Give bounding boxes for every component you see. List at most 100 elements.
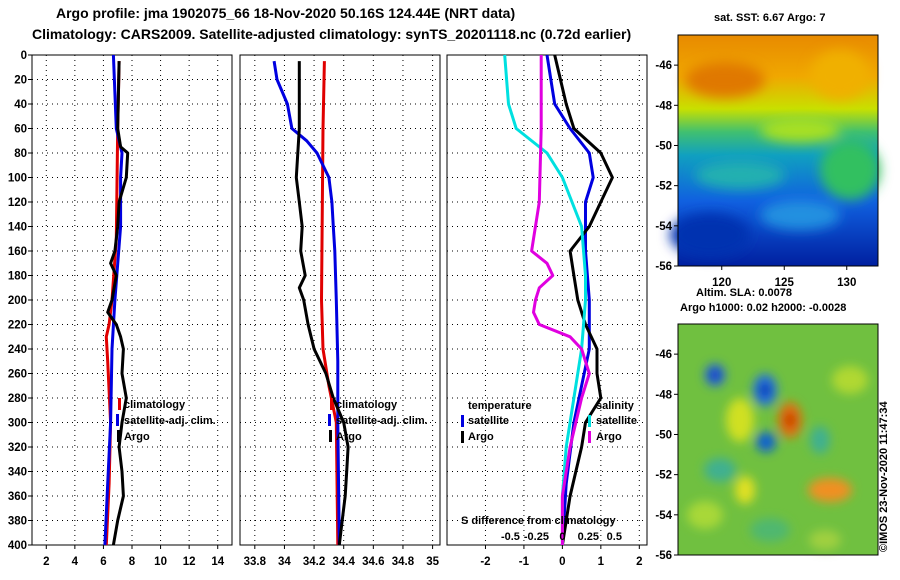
x-tick-label: 14 bbox=[211, 556, 224, 568]
legend-salinity: salinity bbox=[596, 400, 635, 412]
map-y-tick-label: -48 bbox=[655, 389, 672, 401]
y-tick-label: 320 bbox=[8, 442, 27, 454]
sst-frame bbox=[677, 34, 879, 267]
legend-argo: Argo bbox=[124, 431, 150, 443]
y-tick-label: 60 bbox=[14, 124, 27, 136]
sst-title: sat. SST: 6.67 Argo: 7 bbox=[714, 12, 826, 24]
legend-sal-satellite: satellite bbox=[596, 415, 637, 427]
map-y-tick-label: -52 bbox=[655, 181, 672, 193]
legend-swatch-argo bbox=[329, 430, 332, 442]
x-tick-label: 34.8 bbox=[392, 556, 415, 568]
x-tick-label: 12 bbox=[183, 556, 196, 568]
y-tick-label: 400 bbox=[8, 540, 27, 552]
legend-swatch-temp-satellite bbox=[461, 415, 464, 427]
y-tick-label: 220 bbox=[8, 320, 27, 332]
map-y-tick-label: -52 bbox=[655, 470, 672, 482]
legend-swatch-climatology bbox=[330, 398, 333, 410]
x-tick-label: 34.6 bbox=[362, 556, 384, 568]
x-tick-label: 4 bbox=[72, 556, 79, 568]
map-y-tick-label: -46 bbox=[655, 349, 672, 361]
sal-tick-label: 0 bbox=[559, 531, 565, 543]
x-tick-label: 2 bbox=[43, 556, 49, 568]
temperature-profile-chart: 0 20 40 60 80 100 120 140 160 180 200 220 240 260 280 3… bbox=[8, 50, 233, 568]
legend-temperature: temperature bbox=[468, 400, 532, 412]
map-y-tick-label: -50 bbox=[655, 429, 672, 441]
y-tick-label: 380 bbox=[8, 516, 27, 528]
x-tick-label: 0 bbox=[559, 556, 565, 568]
legend-swatch-sal-argo bbox=[588, 431, 591, 443]
y-tick-label: 340 bbox=[8, 467, 27, 479]
legend-sal-argo: Argo bbox=[596, 431, 622, 443]
credit: ©IMOS 23-Nov-2020 11:47:34 bbox=[878, 401, 890, 552]
legend-satellite: satellite-adj. clim. bbox=[336, 415, 428, 427]
legend-argo: Argo bbox=[336, 431, 362, 443]
map-y-tick-label: -48 bbox=[655, 100, 672, 112]
x-tick-label: 33.8 bbox=[244, 556, 267, 568]
legend-swatch-satellite bbox=[328, 414, 331, 426]
y-tick-label: 0 bbox=[21, 50, 27, 62]
sal-tick-label: 0.5 bbox=[607, 531, 622, 543]
map-x-tick-label: 120 bbox=[712, 277, 731, 289]
title-line2: Climatology: CARS2009. Satellite-adjuste… bbox=[32, 26, 632, 42]
series-temp-argo bbox=[553, 54, 614, 546]
y-tick-label: 280 bbox=[8, 393, 27, 405]
legend-temp-argo: Argo bbox=[468, 431, 494, 443]
y-tick-label: 200 bbox=[8, 295, 27, 307]
x-tick-label: 10 bbox=[154, 556, 167, 568]
map-y-tick-label: -54 bbox=[655, 221, 672, 233]
y-tick-label: 140 bbox=[8, 222, 27, 234]
legend-swatch-argo bbox=[117, 430, 120, 442]
y-tick-label: 260 bbox=[8, 369, 27, 381]
x-tick-label: 6 bbox=[100, 556, 106, 568]
x-tick-label: 34.2 bbox=[303, 556, 325, 568]
x-tick-label: 8 bbox=[129, 556, 136, 568]
y-tick-label: 20 bbox=[14, 75, 27, 87]
series-sal-satellite bbox=[503, 54, 587, 545]
sla-map: -46 -48 -50 -52 -54 -56 bbox=[655, 323, 879, 562]
legend-climatology: climatology bbox=[124, 399, 186, 411]
x-tick-label: -1 bbox=[519, 556, 530, 568]
x-tick-label: 1 bbox=[598, 556, 605, 568]
y-tick-label: 360 bbox=[8, 491, 27, 503]
x-tick-label: 2 bbox=[636, 556, 642, 568]
map-x-tick-label: 130 bbox=[837, 277, 856, 289]
legend: climatology satellite-adj. clim. Argo bbox=[116, 398, 216, 443]
legend-temp-satellite: satellite bbox=[468, 415, 509, 427]
sst-features bbox=[670, 50, 880, 257]
y-tick-label: 120 bbox=[8, 197, 27, 209]
series-sal-argo bbox=[530, 55, 591, 545]
map-y-tick-label: -46 bbox=[655, 60, 672, 72]
sla-title-line1: Altim. SLA: 0.0078 bbox=[696, 287, 792, 299]
sal-tick-label: 0.25 bbox=[578, 531, 599, 543]
sal-tick-label: -0.25 bbox=[524, 531, 549, 543]
sal-tick-label: -0.5 bbox=[501, 531, 520, 543]
x-tick-label: 35 bbox=[426, 556, 439, 568]
legend-swatch-climatology bbox=[118, 398, 121, 410]
series-argo bbox=[106, 61, 130, 546]
salinity-profile-chart: 33.8 34 34.2 34.4 34.6 34.8 35 climatology sat… bbox=[239, 54, 441, 568]
x-tick-label: 34 bbox=[278, 556, 291, 568]
sla-title-line2: Argo h1000: 0.02 h2000: -0.0028 bbox=[680, 302, 847, 314]
sla-frame bbox=[677, 323, 879, 556]
y-tick-label: 80 bbox=[14, 148, 27, 160]
x-tick-label: -2 bbox=[480, 556, 490, 568]
sla-features bbox=[687, 364, 868, 550]
legend-satellite: satellite-adj. clim. bbox=[124, 415, 216, 427]
sst-map: -46 -48 -50 -52 -54 -56 120 125 130 bbox=[655, 34, 880, 289]
map-y-tick-label: -56 bbox=[655, 261, 672, 273]
map-y-tick-label: -54 bbox=[655, 510, 672, 522]
y-tick-label: 40 bbox=[14, 99, 27, 111]
y-tick-label: 240 bbox=[8, 344, 27, 356]
difference-xlabel: S difference from climatology bbox=[461, 515, 617, 527]
legend-climatology: climatology bbox=[336, 399, 398, 411]
difference-profile-chart: -2 -1 0 1 2 -0.5 -0.25 0 0.25 0.5 S difference f… bbox=[446, 54, 648, 568]
y-tick-label: 160 bbox=[8, 246, 27, 258]
legend: climatology satellite-adj. clim. Argo bbox=[328, 398, 428, 443]
legend: temperature satellite Argo salinity sate… bbox=[461, 400, 637, 443]
map-y-tick-label: -56 bbox=[655, 550, 672, 562]
legend-swatch-temp-argo bbox=[461, 431, 464, 443]
title-line1: Argo profile: jma 1902075_66 18-Nov-2020… bbox=[56, 5, 516, 21]
y-tick-label: 100 bbox=[8, 173, 27, 185]
series-argo bbox=[294, 61, 350, 546]
y-tick-label: 180 bbox=[8, 271, 27, 283]
